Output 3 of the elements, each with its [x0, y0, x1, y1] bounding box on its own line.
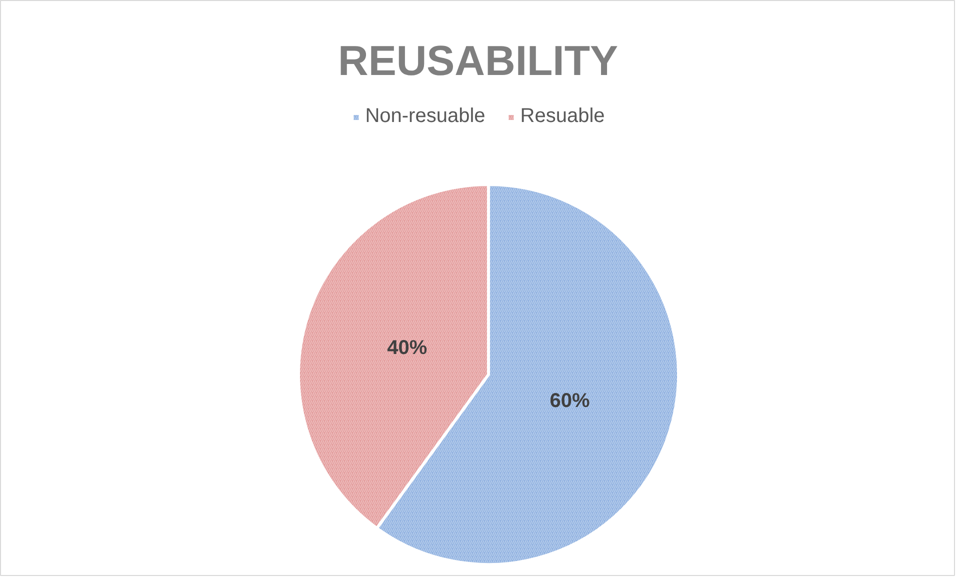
legend-label: Resuable [520, 105, 605, 128]
legend-label: Non-resuable [365, 105, 486, 128]
chart-title: REUSABILITY [338, 37, 618, 84]
